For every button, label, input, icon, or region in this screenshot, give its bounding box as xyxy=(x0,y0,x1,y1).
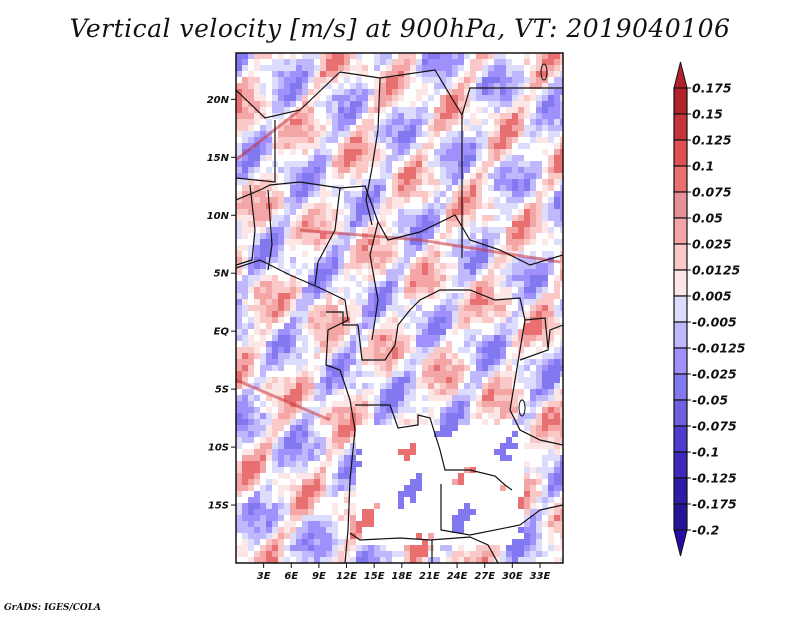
colorbar-label: -0.0125 xyxy=(692,341,746,356)
border-line xyxy=(519,324,563,361)
colorbar-label: -0.075 xyxy=(692,419,737,434)
lat-tick-label: 20N xyxy=(207,95,230,106)
map-frame xyxy=(235,52,564,564)
strong-ascent-band xyxy=(236,108,301,162)
border-line xyxy=(369,221,379,341)
colorbar-swatch xyxy=(673,399,688,427)
colorbar-label: 0.0125 xyxy=(692,263,741,278)
colorbar: 0.175 0.15 0.125 0.1 0.075 0.05 0.025 0.0125 0.0… xyxy=(673,61,746,557)
lon-tick-label: 27E xyxy=(474,571,495,582)
border-line xyxy=(314,187,341,286)
lon-tick-label: 24E xyxy=(447,571,468,582)
lon-tick-label: 18E xyxy=(391,571,412,582)
border-line xyxy=(461,87,563,116)
colorbar-swatch xyxy=(673,243,688,271)
colorbar-swatch xyxy=(673,451,688,479)
grads-credit: GrADS: IGES/COLA xyxy=(4,603,102,613)
lake-outline xyxy=(540,63,548,81)
border-line xyxy=(365,77,381,226)
longitude-axis: 3E 6E 9E 12E 15E 18E 21E 24E 27E 30E 33E xyxy=(257,563,551,582)
lat-tick-label: 10N xyxy=(207,211,230,222)
colorbar-under-triangle xyxy=(673,529,688,557)
lat-tick-label: 15N xyxy=(207,153,230,164)
strong-ascent-band xyxy=(299,228,421,242)
lat-tick-label: EQ xyxy=(214,327,230,338)
colorbar-label: -0.05 xyxy=(692,393,728,408)
lat-tick-label: 15S xyxy=(208,501,229,512)
border-line xyxy=(357,289,563,446)
colorbar-swatch xyxy=(673,321,688,349)
vertical-velocity-field xyxy=(236,53,563,563)
border-line xyxy=(236,184,256,266)
lat-tick-label: 5S xyxy=(215,385,229,396)
colorbar-swatch xyxy=(673,295,688,323)
colorbar-swatch xyxy=(673,503,688,531)
colorbar-label: -0.125 xyxy=(692,471,737,486)
colorbar-label: -0.005 xyxy=(692,315,737,330)
lat-tick-label: 5N xyxy=(214,269,230,280)
colorbar-label: 0.15 xyxy=(692,107,723,122)
lon-tick-label: 30E xyxy=(502,571,523,582)
colorbar-label: -0.025 xyxy=(692,367,737,382)
colorbar-label: -0.1 xyxy=(692,445,719,460)
colorbar-swatch xyxy=(673,113,688,141)
lon-tick-label: 9E xyxy=(312,571,326,582)
lon-tick-label: 21E xyxy=(419,571,440,582)
lon-tick-label: 12E xyxy=(336,571,357,582)
border-line xyxy=(236,120,276,183)
lat-tick-label: 10S xyxy=(208,443,229,454)
lon-tick-label: 15E xyxy=(364,571,385,582)
colorbar-over-triangle xyxy=(673,61,688,89)
colorbar-swatch xyxy=(673,477,688,505)
country-borders xyxy=(236,63,563,563)
strong-ascent-band xyxy=(419,238,561,264)
lake-outline xyxy=(518,399,526,417)
lon-tick-label: 6E xyxy=(284,571,298,582)
colorbar-label: 0.075 xyxy=(692,185,732,200)
colorbar-swatch xyxy=(673,425,688,453)
colorbar-swatch xyxy=(673,347,688,375)
colorbar-label: 0.025 xyxy=(692,237,732,252)
border-line xyxy=(267,189,273,271)
colorbar-label: 0.005 xyxy=(692,289,732,304)
border-line xyxy=(236,69,463,258)
colorbar-label: 0.1 xyxy=(692,159,714,174)
lon-tick-label: 33E xyxy=(530,571,551,582)
colorbar-swatch xyxy=(673,87,688,115)
latitude-axis: 20N 15N 10N 5N EQ 5S 10S 15S xyxy=(207,95,236,512)
colorbar-swatch xyxy=(673,191,688,219)
colorbar-label: 0.175 xyxy=(692,81,732,96)
colorbar-swatch xyxy=(673,373,688,401)
strong-ascent-band xyxy=(236,378,331,422)
border-line xyxy=(326,311,358,326)
border-line xyxy=(349,532,499,563)
colorbar-label: -0.2 xyxy=(692,523,719,538)
colorbar-label: 0.05 xyxy=(692,211,723,226)
colorbar-swatch xyxy=(673,139,688,167)
colorbar-swatch xyxy=(673,269,688,297)
border-line xyxy=(524,317,549,349)
colorbar-swatch xyxy=(673,217,688,245)
colorbar-label: 0.125 xyxy=(692,133,732,148)
border-line xyxy=(440,484,563,536)
colorbar-label: -0.175 xyxy=(692,497,737,512)
border-line xyxy=(236,259,356,563)
plot-title: Vertical velocity [m/s] at 900hPa, VT: 2… xyxy=(69,14,731,43)
lon-tick-label: 3E xyxy=(257,571,271,582)
colorbar-swatch xyxy=(673,165,688,193)
border-line xyxy=(355,404,513,491)
